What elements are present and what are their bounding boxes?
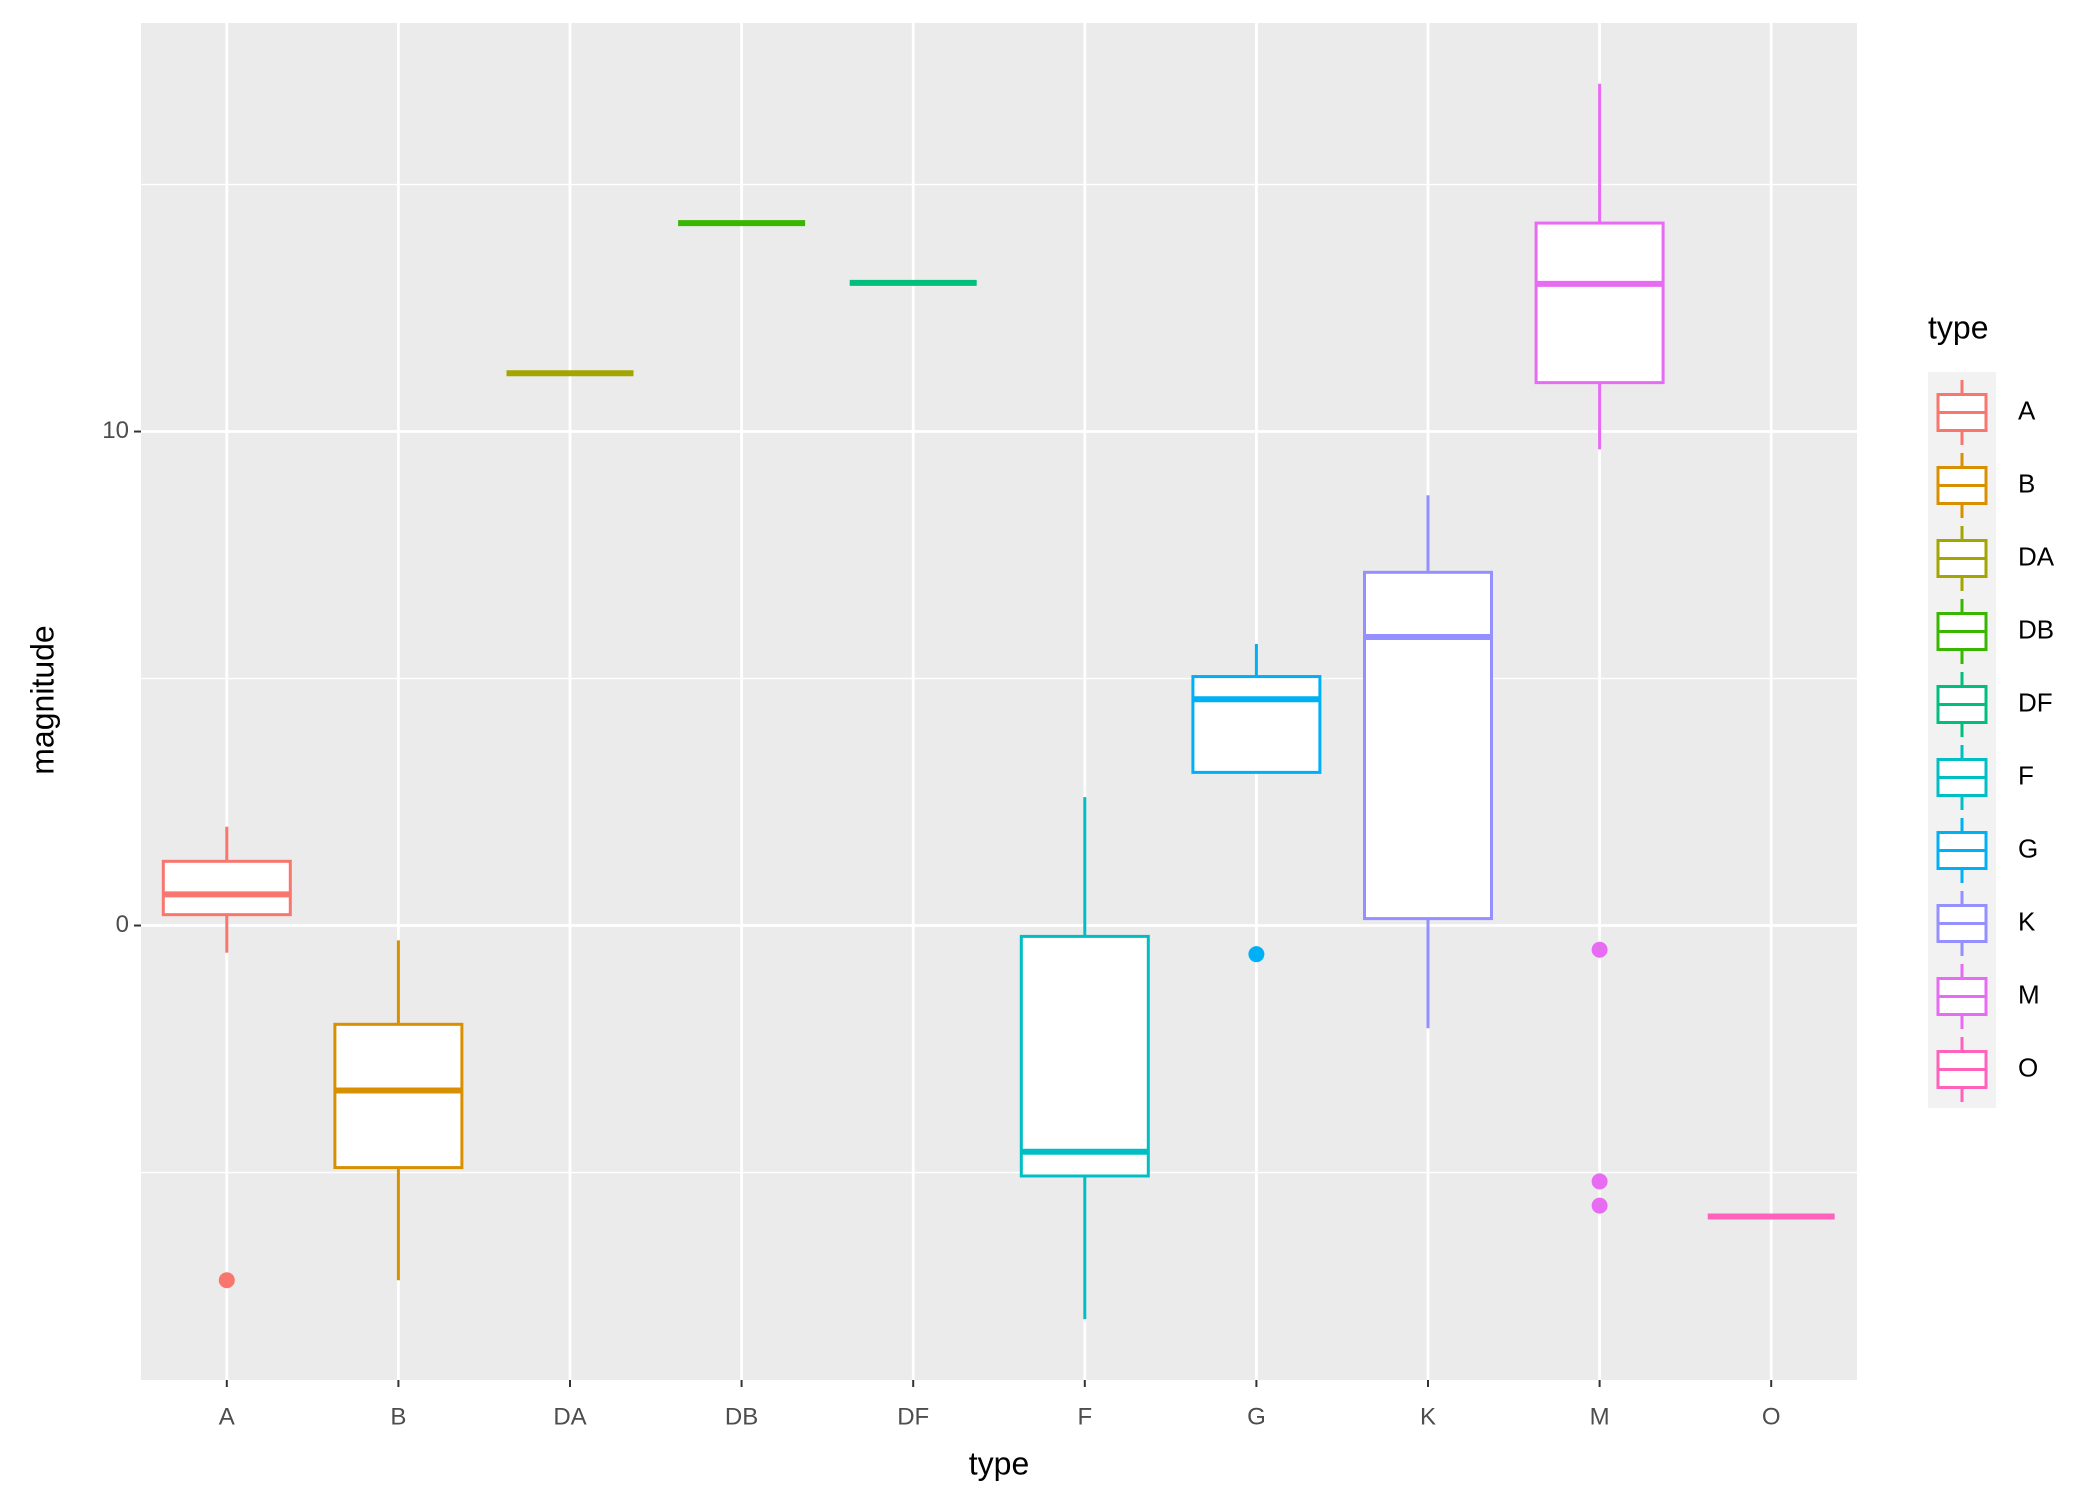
legend-label: DA	[2018, 541, 2055, 571]
legend-label: DF	[2018, 687, 2053, 717]
x-tick-label: G	[1247, 1403, 1266, 1430]
x-tick-label: A	[219, 1403, 235, 1430]
legend-label: G	[2018, 833, 2038, 863]
outlier	[1591, 1197, 1608, 1214]
legend-label: A	[2018, 395, 2036, 425]
outlier	[1591, 941, 1608, 958]
x-tick-label: K	[1420, 1403, 1436, 1430]
x-axis-title: type	[969, 1445, 1029, 1481]
box	[1191, 675, 1322, 774]
legend-label: O	[2018, 1052, 2038, 1082]
box	[1019, 934, 1150, 1178]
x-tick-label: F	[1077, 1403, 1092, 1430]
outlier	[1591, 1173, 1608, 1190]
x-tick-label: O	[1762, 1403, 1781, 1430]
box	[333, 1022, 464, 1170]
legend-label: M	[2018, 979, 2040, 1009]
x-tick-label: DA	[553, 1403, 586, 1430]
y-tick-label: 10	[102, 417, 129, 444]
x-tick-label: B	[390, 1403, 406, 1430]
x-tick-label: DB	[725, 1403, 758, 1430]
legend-label: F	[2018, 760, 2034, 790]
box	[1534, 221, 1665, 385]
outlier	[1248, 946, 1265, 963]
legend-label: B	[2018, 468, 2035, 498]
outlier	[218, 1272, 235, 1289]
box	[161, 859, 292, 917]
y-axis-title: magnitude	[24, 625, 60, 774]
x-tick-label: DF	[897, 1403, 929, 1430]
y-tick-label: 0	[116, 911, 129, 938]
box	[1363, 570, 1493, 921]
legend-label: DB	[2018, 614, 2054, 644]
legend-title: type	[1928, 309, 1988, 345]
x-tick-label: M	[1590, 1403, 1610, 1430]
legend-label: K	[2018, 906, 2036, 936]
